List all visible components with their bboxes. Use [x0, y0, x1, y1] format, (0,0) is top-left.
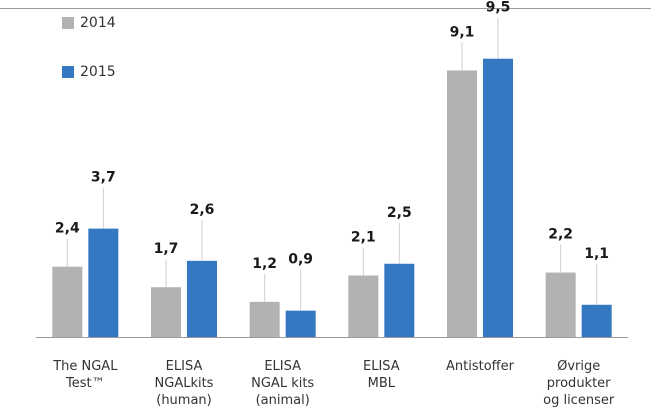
- x-tick-label-3: ELISA MBL: [363, 359, 400, 391]
- bar-2015-5: [581, 304, 612, 337]
- x-tick-label-line: produkter: [547, 376, 611, 391]
- x-tick-label-line: Øvrige: [557, 359, 600, 374]
- x-tick-label-line: (human): [156, 393, 212, 408]
- data-label-2014-0: 2,4: [55, 221, 80, 237]
- bar-2015-0: [88, 228, 119, 337]
- bar-2015-1: [187, 260, 217, 337]
- data-label-2015-4: 9,5: [486, 0, 511, 16]
- x-tick-label-5: Øvrige produkter og licenser: [543, 359, 615, 408]
- legend-swatch-2015: [62, 66, 74, 78]
- x-tick-label-line: og licenser: [543, 393, 615, 408]
- legend-label-2014: 2014: [80, 15, 116, 31]
- data-label-2014-3: 2,1: [351, 229, 376, 245]
- data-label-2014-2: 1,2: [252, 256, 277, 272]
- x-tick-label-4: Antistoffer: [446, 359, 515, 374]
- bar-2014-0: [52, 266, 83, 337]
- x-tick-label-line: NGALkits: [155, 376, 214, 391]
- legend-label-2015: 2015: [80, 64, 116, 80]
- data-label-2015-5: 1,1: [584, 246, 609, 262]
- data-label-2014-4: 9,1: [450, 24, 475, 40]
- x-tick-label-line: Test™: [65, 376, 105, 391]
- data-label-2015-1: 2,6: [190, 202, 215, 218]
- data-label-2014-5: 2,2: [548, 227, 573, 243]
- bar-2015-4: [483, 58, 513, 338]
- x-tick-label-line: ELISA: [166, 359, 203, 374]
- legend-item-2014: 2014: [62, 14, 116, 32]
- x-tick-label-2: ELISA NGAL kits (animal): [251, 359, 314, 408]
- top-rule: [0, 8, 651, 9]
- bar-2014-3: [348, 275, 379, 337]
- legend-swatch-2014: [62, 17, 74, 29]
- bar-2014-5: [545, 272, 576, 337]
- x-tick-label-line: NGAL kits: [251, 376, 314, 391]
- x-tick-label-line: MBL: [368, 376, 396, 391]
- legend-item-2015: 2015: [62, 63, 116, 81]
- bar-2014-4: [447, 70, 477, 337]
- x-tick-label-line: ELISA: [363, 359, 400, 374]
- x-tick-label-0: The NGAL Test™: [52, 359, 118, 391]
- bar-2014-2: [249, 301, 280, 337]
- data-label-2015-0: 3,7: [91, 170, 116, 186]
- x-tick-label-line: (animal): [256, 393, 310, 408]
- x-tick-label-line: The NGAL: [52, 359, 118, 374]
- bar-2015-3: [384, 263, 415, 337]
- x-tick-label-line: Antistoffer: [446, 359, 515, 374]
- bar-2015-2: [285, 310, 316, 337]
- x-tick-label-1: ELISA NGALkits (human): [155, 359, 214, 408]
- data-label-2015-3: 2,5: [387, 205, 412, 221]
- legend: 2014 2015: [62, 14, 116, 112]
- bar-2014-1: [151, 287, 181, 337]
- data-label-2014-1: 1,7: [154, 241, 179, 257]
- x-tick-label-line: ELISA: [264, 359, 301, 374]
- data-label-2015-2: 0,9: [288, 252, 313, 268]
